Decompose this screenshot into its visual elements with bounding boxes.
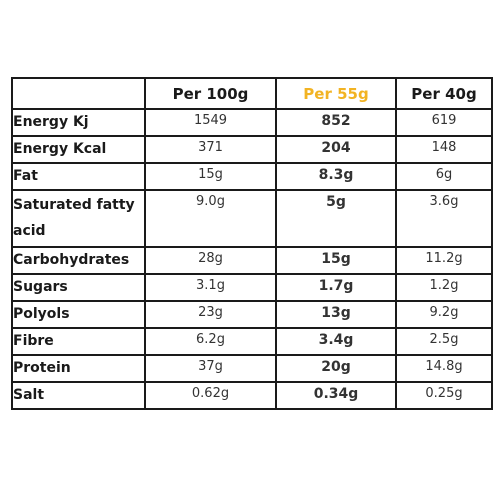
value-per-40g: 1.2g — [395, 273, 493, 302]
value-per-55g: 15g — [275, 246, 397, 275]
row-label: Carbohydrates — [11, 246, 146, 275]
value-per-100g: 9.0g — [144, 189, 277, 248]
row-label: Fibre — [11, 327, 146, 356]
value-per-100g: 23g — [144, 300, 277, 329]
value-per-100g: 0.62g — [144, 381, 277, 410]
value-per-100g: 37g — [144, 354, 277, 383]
value-per-40g: 0.25g — [395, 381, 493, 410]
value-per-55g: 8.3g — [275, 162, 397, 191]
value-per-40g: 148 — [395, 135, 493, 164]
table-row: Salt 0.62g 0.34g 0.25g — [11, 381, 493, 410]
value-per-40g: 6g — [395, 162, 493, 191]
table-row: Energy Kj 1549 852 619 — [11, 108, 493, 137]
value-per-55g: 852 — [275, 108, 397, 137]
table-row: Carbohydrates 28g 15g 11.2g — [11, 246, 493, 275]
value-per-55g: 3.4g — [275, 327, 397, 356]
table-row: Polyols 23g 13g 9.2g — [11, 300, 493, 329]
value-per-40g: 11.2g — [395, 246, 493, 275]
table-row: Fibre 6.2g 3.4g 2.5g — [11, 327, 493, 356]
row-label: Energy Kj — [11, 108, 146, 137]
value-per-100g: 6.2g — [144, 327, 277, 356]
row-label: Sugars — [11, 273, 146, 302]
row-label: Salt — [11, 381, 146, 410]
table-row: Protein 37g 20g 14.8g — [11, 354, 493, 383]
value-per-55g: 204 — [275, 135, 397, 164]
value-per-40g: 619 — [395, 108, 493, 137]
row-label: Saturated fatty acid — [11, 189, 146, 248]
value-per-55g: 13g — [275, 300, 397, 329]
header-per-55g: Per 55g — [275, 77, 397, 110]
value-per-55g: 20g — [275, 354, 397, 383]
table-row: Sugars 3.1g 1.7g 1.2g — [11, 273, 493, 302]
table-row: Fat 15g 8.3g 6g — [11, 162, 493, 191]
value-per-40g: 9.2g — [395, 300, 493, 329]
value-per-40g: 14.8g — [395, 354, 493, 383]
header-per-100g: Per 100g — [144, 77, 277, 110]
value-per-100g: 15g — [144, 162, 277, 191]
value-per-40g: 2.5g — [395, 327, 493, 356]
row-label: Fat — [11, 162, 146, 191]
row-label: Polyols — [11, 300, 146, 329]
row-label: Protein — [11, 354, 146, 383]
header-empty-cell — [11, 77, 146, 110]
value-per-100g: 1549 — [144, 108, 277, 137]
value-per-100g: 28g — [144, 246, 277, 275]
value-per-55g: 1.7g — [275, 273, 397, 302]
nutrition-table: Per 100g Per 55g Per 40g Energy Kj 1549 … — [11, 77, 493, 410]
table-row: Saturated fatty acid 9.0g 5g 3.6g — [11, 189, 493, 248]
value-per-55g: 5g — [275, 189, 397, 248]
row-label: Energy Kcal — [11, 135, 146, 164]
table-header-row: Per 100g Per 55g Per 40g — [11, 77, 493, 110]
value-per-100g: 371 — [144, 135, 277, 164]
value-per-100g: 3.1g — [144, 273, 277, 302]
value-per-40g: 3.6g — [395, 189, 493, 248]
header-per-40g: Per 40g — [395, 77, 493, 110]
table-row: Energy Kcal 371 204 148 — [11, 135, 493, 164]
value-per-55g: 0.34g — [275, 381, 397, 410]
